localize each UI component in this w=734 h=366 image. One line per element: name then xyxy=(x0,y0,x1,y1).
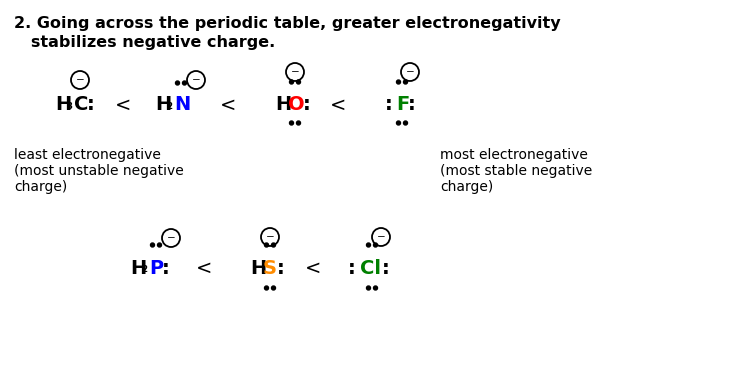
Circle shape xyxy=(396,80,401,84)
Circle shape xyxy=(175,81,180,85)
Text: −: − xyxy=(291,67,299,77)
Text: :: : xyxy=(162,258,170,277)
Circle shape xyxy=(289,121,294,125)
Circle shape xyxy=(374,286,377,290)
Text: H: H xyxy=(275,96,291,115)
Circle shape xyxy=(374,243,377,247)
Text: <: < xyxy=(196,258,212,277)
Text: N: N xyxy=(174,96,190,115)
Text: H: H xyxy=(130,258,146,277)
Text: C: C xyxy=(74,96,88,115)
Text: stabilizes negative charge.: stabilizes negative charge. xyxy=(14,35,275,50)
Text: <: < xyxy=(115,96,131,115)
Circle shape xyxy=(366,286,371,290)
Circle shape xyxy=(158,243,161,247)
Text: <: < xyxy=(330,96,346,115)
Text: ₂: ₂ xyxy=(141,261,147,275)
Circle shape xyxy=(297,121,300,125)
Circle shape xyxy=(297,80,300,84)
Circle shape xyxy=(404,121,407,125)
Circle shape xyxy=(264,243,269,247)
Text: H: H xyxy=(55,96,71,115)
Text: Cl: Cl xyxy=(360,258,381,277)
Text: −: − xyxy=(406,67,415,77)
Text: 2. Going across the periodic table, greater electronegativity: 2. Going across the periodic table, grea… xyxy=(14,16,561,31)
Circle shape xyxy=(150,243,154,247)
Circle shape xyxy=(264,286,269,290)
Text: :: : xyxy=(303,96,310,115)
Text: least electronegative
(most unstable negative
charge): least electronegative (most unstable neg… xyxy=(14,148,184,194)
Text: ₂: ₂ xyxy=(166,98,172,112)
Text: −: − xyxy=(167,233,175,243)
Circle shape xyxy=(183,81,186,85)
Text: F: F xyxy=(396,96,410,115)
Text: <: < xyxy=(305,258,321,277)
Text: ₃: ₃ xyxy=(66,98,72,112)
Text: S: S xyxy=(263,258,277,277)
Circle shape xyxy=(272,286,275,290)
Text: −: − xyxy=(377,232,385,242)
Circle shape xyxy=(396,121,401,125)
Circle shape xyxy=(366,243,371,247)
Text: <: < xyxy=(220,96,236,115)
Text: :: : xyxy=(277,258,285,277)
Circle shape xyxy=(272,243,275,247)
Text: H: H xyxy=(155,96,171,115)
Text: −: − xyxy=(266,232,275,242)
Text: :: : xyxy=(385,96,393,115)
Text: H: H xyxy=(250,258,266,277)
Text: :: : xyxy=(87,96,95,115)
Text: most electronegative
(most stable negative
charge): most electronegative (most stable negati… xyxy=(440,148,592,194)
Text: −: − xyxy=(192,75,200,85)
Circle shape xyxy=(404,80,407,84)
Text: :: : xyxy=(348,258,356,277)
Text: :: : xyxy=(408,96,415,115)
Text: :: : xyxy=(382,258,390,277)
Circle shape xyxy=(289,80,294,84)
Text: P: P xyxy=(149,258,163,277)
Text: O: O xyxy=(288,96,305,115)
Text: −: − xyxy=(76,75,84,85)
